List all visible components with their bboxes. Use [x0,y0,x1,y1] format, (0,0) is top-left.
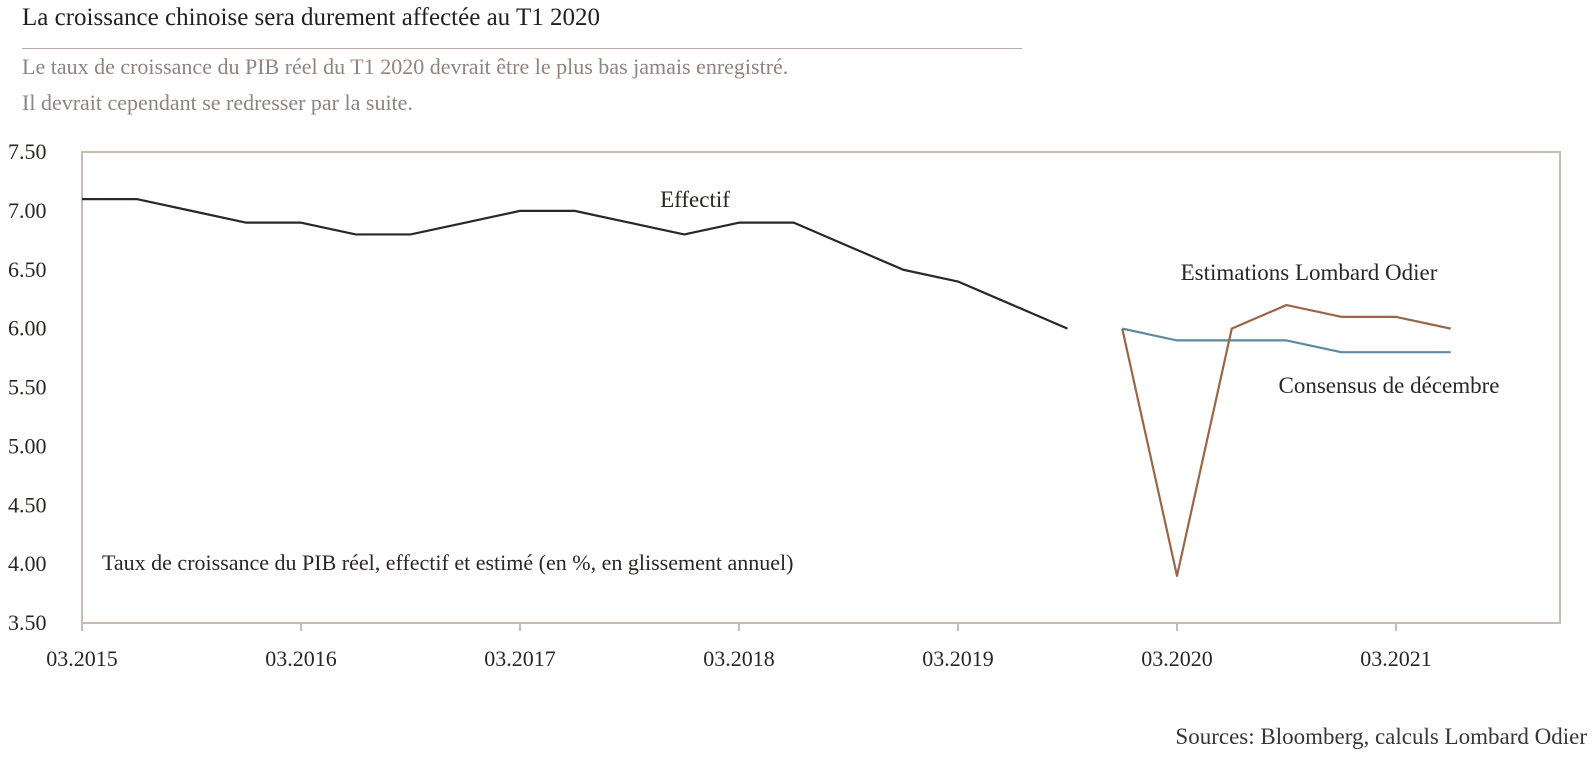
y-tick-label: 7.50 [8,139,47,164]
series-label-consensus: Consensus de décembre [1279,373,1500,398]
y-tick-label: 6.00 [8,316,47,341]
series-line-estimations-lombard-odier [1121,303,1451,578]
chart-subtitle-line-2: Il devrait cependant se redresser par la… [22,90,413,115]
series-label-effectif: Effectif [660,187,730,212]
y-axis: 7.50 7.00 6.50 6.00 5.50 5.00 4.50 4.00 3.50 [8,139,47,635]
plot-frame [81,151,1561,624]
x-tick-label: 03.2016 [265,646,337,671]
x-tick-label: 03.2021 [1360,646,1432,671]
x-axis: 03.2015 03.2016 03.2017 03.2018 03.2019 03.20… [46,623,1432,671]
x-tick-label: 03.2019 [922,646,994,671]
x-tick-label: 03.2018 [703,646,775,671]
y-tick-label: 4.00 [8,551,47,576]
x-tick-label: 03.2020 [1141,646,1213,671]
chart-note: Taux de croissance du PIB réel, effectif… [102,550,793,575]
y-tick-label: 7.00 [8,198,47,223]
series-layer [82,198,1451,578]
chart-subtitle-line-1: Le taux de croissance du PIB réel du T1 … [22,54,789,79]
series-line-effectif [82,198,1068,330]
y-tick-label: 5.00 [8,433,47,458]
x-tick-label: 03.2017 [484,646,556,671]
y-tick-label: 5.50 [8,375,47,400]
title-divider [22,48,1022,49]
y-tick-label: 6.50 [8,257,47,282]
y-tick-label: 4.50 [8,492,47,517]
series-line-consensus-de-d-cembre [1122,327,1451,354]
chart-title: La croissance chinoise sera durement aff… [22,4,600,31]
series-label-lombard-odier: Estimations Lombard Odier [1181,260,1438,285]
y-tick-label: 3.50 [8,610,47,635]
source-note: Sources: Bloomberg, calculs Lombard Odie… [1175,724,1587,749]
x-tick-label: 03.2015 [46,646,118,671]
